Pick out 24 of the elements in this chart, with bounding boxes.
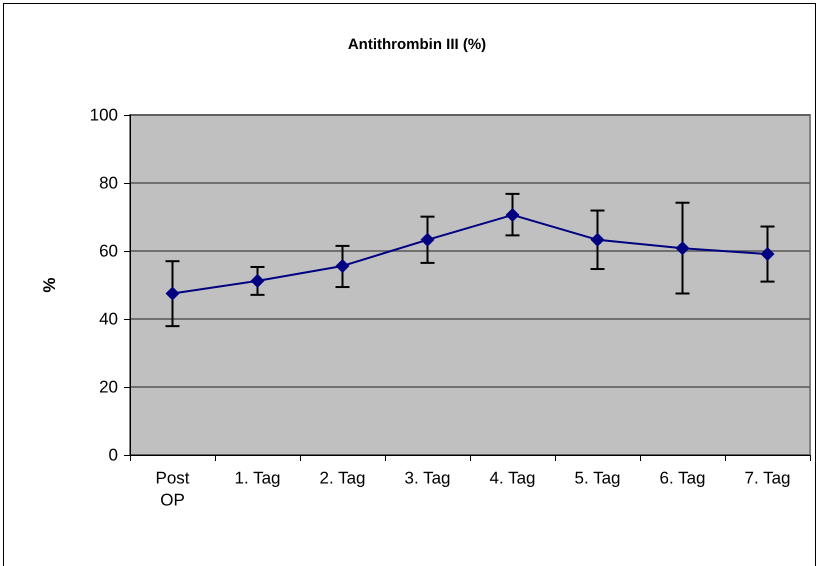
point bbox=[420, 232, 434, 247]
y-axis-title: % bbox=[40, 277, 59, 293]
y-tick-label: 80 bbox=[99, 174, 118, 192]
point bbox=[506, 208, 520, 222]
y-tick-label: 100 bbox=[90, 106, 118, 124]
y-tick-label: 40 bbox=[99, 310, 118, 328]
x-tick-label: 6. Tag bbox=[659, 468, 706, 488]
y-tick-label: 20 bbox=[99, 378, 118, 396]
x-tick-label: 7. Tag bbox=[744, 468, 791, 488]
x-tick-label: 2. Tag bbox=[319, 468, 366, 488]
chart-title: Antithrombin III (%) bbox=[348, 36, 486, 53]
y-tick-label: 0 bbox=[108, 446, 118, 464]
x-tick-label: Post OP bbox=[155, 468, 190, 510]
point bbox=[166, 286, 180, 300]
x-tick-label: 5. Tag bbox=[574, 468, 621, 488]
point bbox=[676, 241, 690, 256]
x-tick-label: 1. Tag bbox=[234, 468, 281, 488]
y-tick-label: 60 bbox=[99, 242, 118, 260]
x-tick-label: 3. Tag bbox=[404, 468, 451, 488]
point bbox=[760, 247, 774, 262]
point bbox=[336, 258, 350, 273]
x-tick-label: 4. Tag bbox=[489, 468, 536, 488]
point bbox=[250, 274, 264, 288]
point bbox=[590, 232, 604, 247]
